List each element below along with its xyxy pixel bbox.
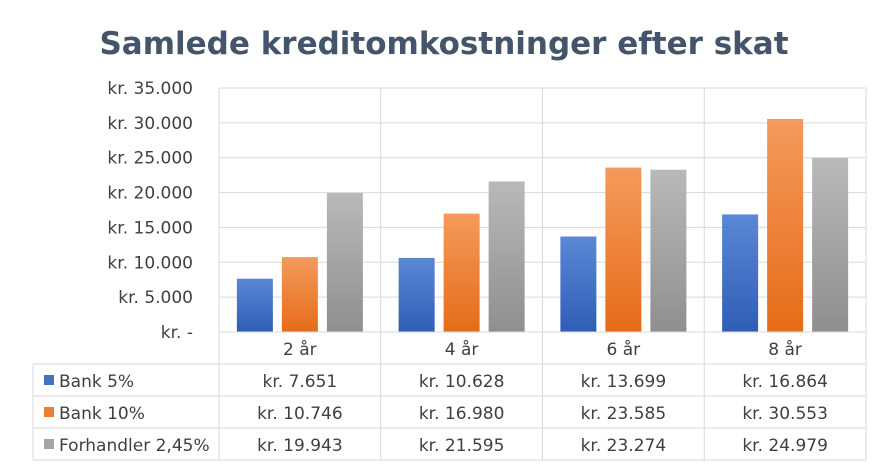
bar-2-2	[650, 169, 687, 332]
category-label: 4 år	[445, 339, 479, 360]
y-tick-label: kr. 25.000	[107, 149, 193, 169]
series-name: Bank 10%	[59, 404, 145, 424]
value-cell: kr. 23.274	[581, 436, 667, 456]
y-tick-label: kr. 20.000	[107, 184, 193, 204]
y-tick-label: kr. 15.000	[107, 218, 193, 238]
bar-1-0	[281, 257, 318, 332]
bar-1-1	[443, 213, 480, 332]
value-cell: kr. 10.628	[419, 372, 505, 392]
value-cell: kr. 13.699	[581, 372, 667, 392]
value-cell: kr. 16.980	[419, 404, 505, 424]
bar-1-3	[767, 119, 804, 332]
category-label: 6 år	[607, 339, 641, 360]
bar-0-1	[398, 257, 435, 332]
legend-key-2	[44, 439, 54, 449]
category-label: 2 år	[283, 339, 317, 360]
bar-2-1	[488, 181, 525, 332]
value-cell: kr. 10.746	[257, 404, 343, 424]
bar-1-2	[605, 167, 642, 332]
bar-2-3	[812, 157, 849, 332]
value-cell: kr. 16.864	[742, 372, 828, 392]
value-cell: kr. 19.943	[257, 436, 343, 456]
legend-key-1	[44, 407, 54, 417]
value-cell: kr. 30.553	[742, 404, 828, 424]
series-name: Bank 5%	[59, 372, 134, 392]
bar-0-2	[560, 236, 597, 332]
bar-0-0	[236, 278, 273, 332]
series-name: Forhandler 2,45%	[59, 436, 210, 456]
value-cell: kr. 23.585	[581, 404, 667, 424]
value-cell: kr. 21.595	[419, 436, 505, 456]
legend-key-0	[44, 375, 54, 385]
y-tick-label: kr. 35.000	[107, 79, 193, 99]
value-cell: kr. 24.979	[742, 436, 828, 456]
y-tick-label: kr. 5.000	[118, 288, 193, 308]
y-tick-label: kr. 10.000	[107, 253, 193, 273]
chart-title: Samlede kreditomkostninger efter skat	[99, 26, 788, 62]
bar-2-0	[326, 192, 363, 332]
y-tick-label: kr. -	[161, 323, 193, 343]
bar-0-3	[722, 214, 759, 332]
y-tick-label: kr. 30.000	[107, 114, 193, 134]
category-label: 8 år	[768, 339, 802, 360]
value-cell: kr. 7.651	[263, 372, 338, 392]
